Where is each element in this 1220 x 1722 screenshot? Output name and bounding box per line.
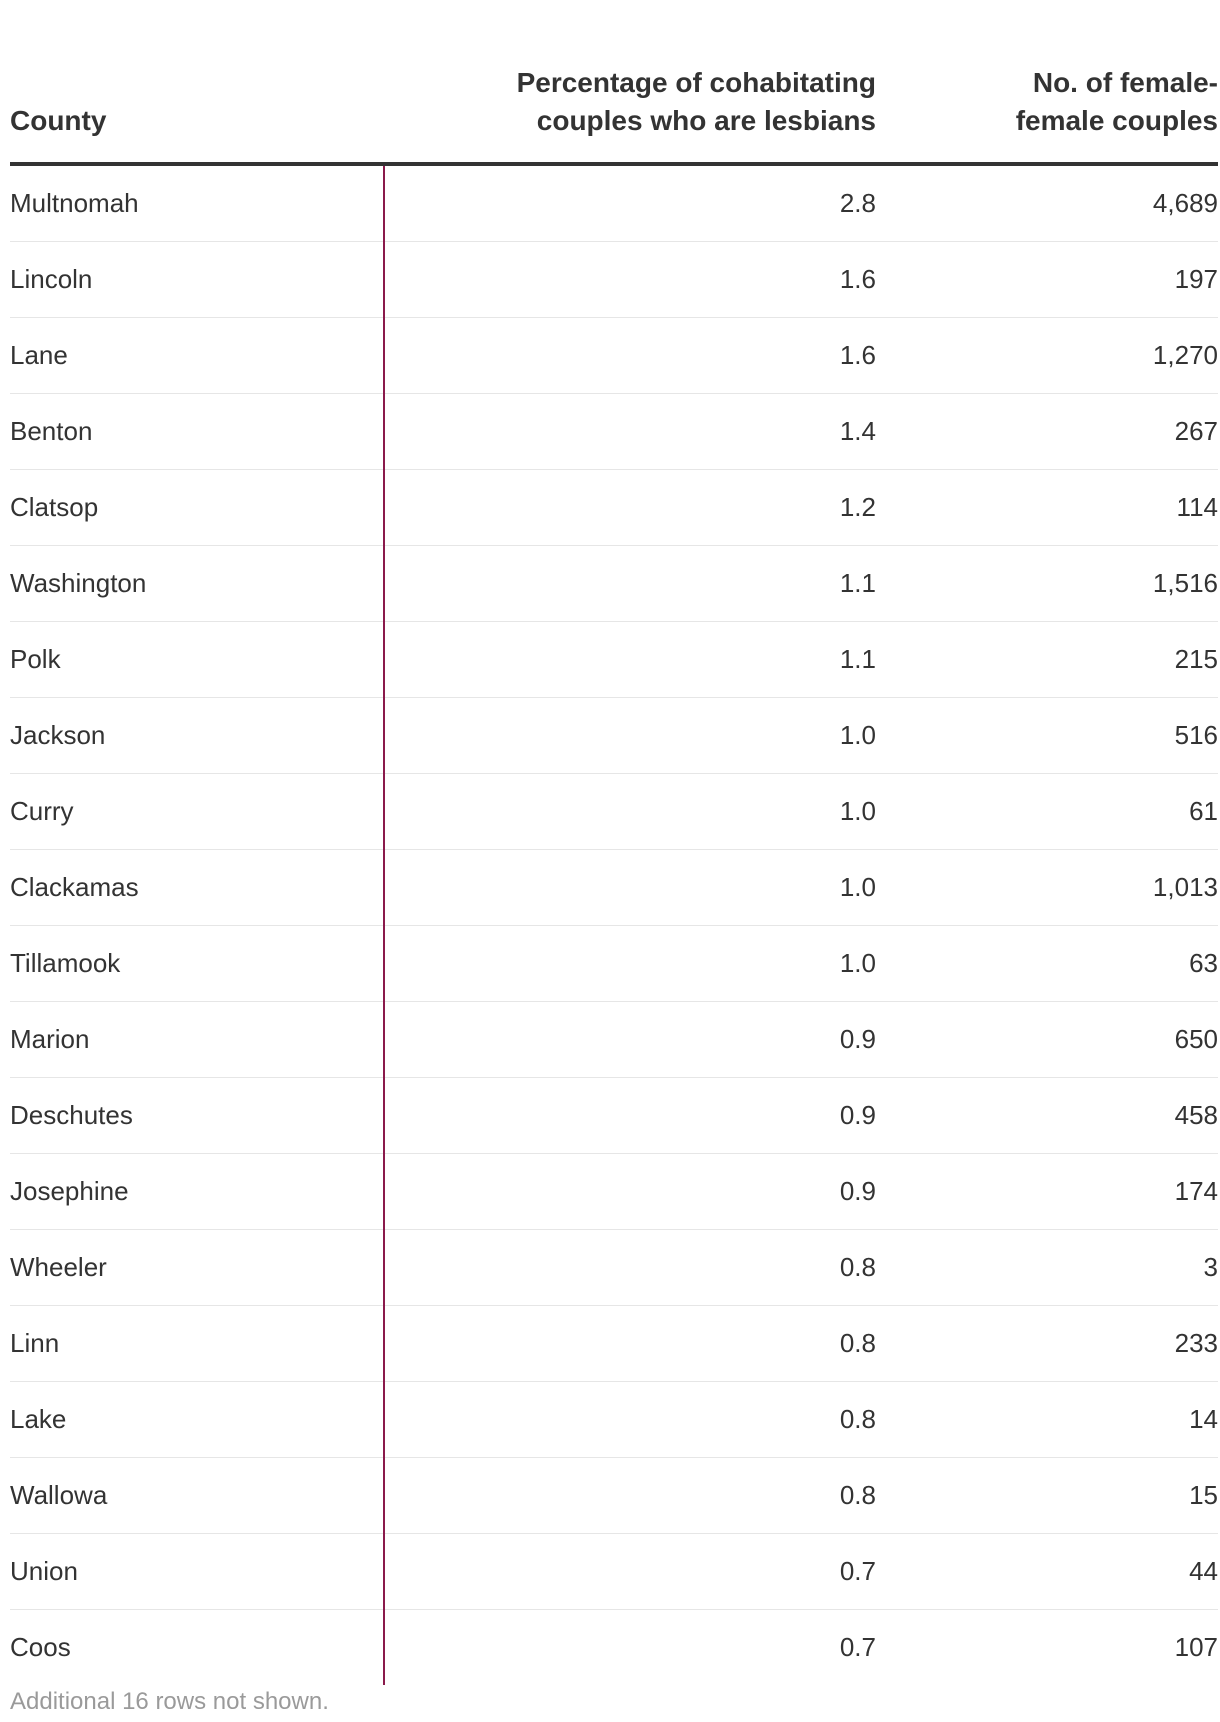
cell-couples: 61 — [876, 773, 1218, 850]
cell-couples: 114 — [876, 469, 1218, 546]
cell-county: Linn — [10, 1305, 384, 1382]
cell-percentage: 0.7 — [383, 1609, 876, 1685]
cell-percentage: 1.0 — [383, 925, 876, 1002]
cell-percentage: 1.4 — [383, 393, 876, 470]
cell-couples: 1,516 — [876, 545, 1218, 622]
column-header-couples[interactable]: No. of female-female couples — [876, 0, 1218, 166]
cell-percentage: 0.8 — [383, 1457, 876, 1534]
data-table-container: County Percentage of cohabitating couple… — [10, 0, 1218, 1685]
table-row: Deschutes 0.9 458 — [10, 1077, 1218, 1154]
cell-percentage: 0.9 — [383, 1153, 876, 1230]
cell-couples: 14 — [876, 1381, 1218, 1458]
cell-county: Washington — [10, 545, 384, 622]
cell-couples: 197 — [876, 241, 1218, 318]
cell-county: Union — [10, 1533, 384, 1610]
header-row: County Percentage of cohabitating couple… — [10, 0, 1218, 166]
column-header-percentage-label: Percentage of cohabitating couples who a… — [516, 67, 876, 136]
cell-county: Marion — [10, 1001, 384, 1078]
cell-percentage: 1.0 — [383, 773, 876, 850]
county-table: County Percentage of cohabitating couple… — [10, 0, 1218, 1685]
table-row: Coos 0.7 107 — [10, 1609, 1218, 1685]
cell-county: Josephine — [10, 1153, 384, 1230]
cell-county: Curry — [10, 773, 384, 850]
cell-couples: 4,689 — [876, 164, 1218, 242]
table-row: Josephine 0.9 174 — [10, 1153, 1218, 1230]
cell-county: Deschutes — [10, 1077, 384, 1154]
column-header-couples-label: No. of female-female couples — [1015, 67, 1218, 136]
cell-county: Lake — [10, 1381, 384, 1458]
table-row: Polk 1.1 215 — [10, 621, 1218, 698]
cell-couples: 3 — [876, 1229, 1218, 1306]
cell-county: Benton — [10, 393, 384, 470]
table-row: Wheeler 0.8 3 — [10, 1229, 1218, 1306]
cell-couples: 44 — [876, 1533, 1218, 1610]
cell-county: Wheeler — [10, 1229, 384, 1306]
cell-county: Wallowa — [10, 1457, 384, 1534]
cell-couples: 650 — [876, 1001, 1218, 1078]
cell-couples: 1,013 — [876, 849, 1218, 926]
table-row: Multnomah 2.8 4,689 — [10, 164, 1218, 242]
cell-county: Tillamook — [10, 925, 384, 1002]
cell-percentage: 0.8 — [383, 1305, 876, 1382]
cell-percentage: 0.9 — [383, 1001, 876, 1078]
table-row: Curry 1.0 61 — [10, 773, 1218, 850]
column-header-percentage[interactable]: Percentage of cohabitating couples who a… — [384, 0, 876, 166]
table-row: Clackamas 1.0 1,013 — [10, 849, 1218, 926]
cell-percentage: 1.6 — [383, 241, 876, 318]
cell-couples: 516 — [876, 697, 1218, 774]
cell-percentage: 1.2 — [383, 469, 876, 546]
cell-county: Lincoln — [10, 241, 384, 318]
table-row: Jackson 1.0 516 — [10, 697, 1218, 774]
cell-county: Clatsop — [10, 469, 384, 546]
cell-percentage: 2.8 — [383, 164, 876, 242]
cell-couples: 63 — [876, 925, 1218, 1002]
cell-percentage: 1.0 — [383, 697, 876, 774]
cell-county: Clackamas — [10, 849, 384, 926]
cell-county: Polk — [10, 621, 384, 698]
cell-couples: 215 — [876, 621, 1218, 698]
table-row: Benton 1.4 267 — [10, 393, 1218, 470]
cell-percentage: 1.1 — [383, 621, 876, 698]
table-row: Linn 0.8 233 — [10, 1305, 1218, 1382]
cell-county: Lane — [10, 317, 384, 394]
table-row: Union 0.7 44 — [10, 1533, 1218, 1610]
table-row: Tillamook 1.0 63 — [10, 925, 1218, 1002]
table-row: Wallowa 0.8 15 — [10, 1457, 1218, 1534]
cell-percentage: 0.9 — [383, 1077, 876, 1154]
cell-couples: 458 — [876, 1077, 1218, 1154]
footnote: Additional 16 rows not shown. — [10, 1688, 329, 1715]
table-row: Lane 1.6 1,270 — [10, 317, 1218, 394]
cell-couples: 174 — [876, 1153, 1218, 1230]
cell-county: Coos — [10, 1632, 71, 1662]
cell-couples: 233 — [876, 1305, 1218, 1382]
cell-percentage: 1.1 — [383, 545, 876, 622]
cell-county: Jackson — [10, 697, 384, 774]
table-header: County Percentage of cohabitating couple… — [10, 0, 1218, 166]
cell-couples: 107 — [1174, 1632, 1218, 1662]
cell-percentage: 0.8 — [383, 1229, 876, 1306]
table-row: Lincoln 1.6 197 — [10, 241, 1218, 318]
cell-percentage: 1.6 — [383, 317, 876, 394]
table-body: Multnomah 2.8 4,689 Lincoln 1.6 197 Lane 1.6 1,2… — [10, 164, 1218, 1685]
cell-county: Multnomah — [10, 164, 384, 242]
cell-percentage: 1.0 — [383, 849, 876, 926]
table-row: Clatsop 1.2 114 — [10, 469, 1218, 546]
table-row: Marion 0.9 650 — [10, 1001, 1218, 1078]
cell-couples: 15 — [876, 1457, 1218, 1534]
cell-percentage: 0.8 — [383, 1381, 876, 1458]
table-row: Washington 1.1 1,516 — [10, 545, 1218, 622]
cell-percentage: 0.7 — [383, 1533, 876, 1610]
cell-couples: 1,270 — [876, 317, 1218, 394]
table-row: Lake 0.8 14 — [10, 1381, 1218, 1458]
column-header-county[interactable]: County — [10, 0, 384, 166]
cell-couples: 267 — [876, 393, 1218, 470]
